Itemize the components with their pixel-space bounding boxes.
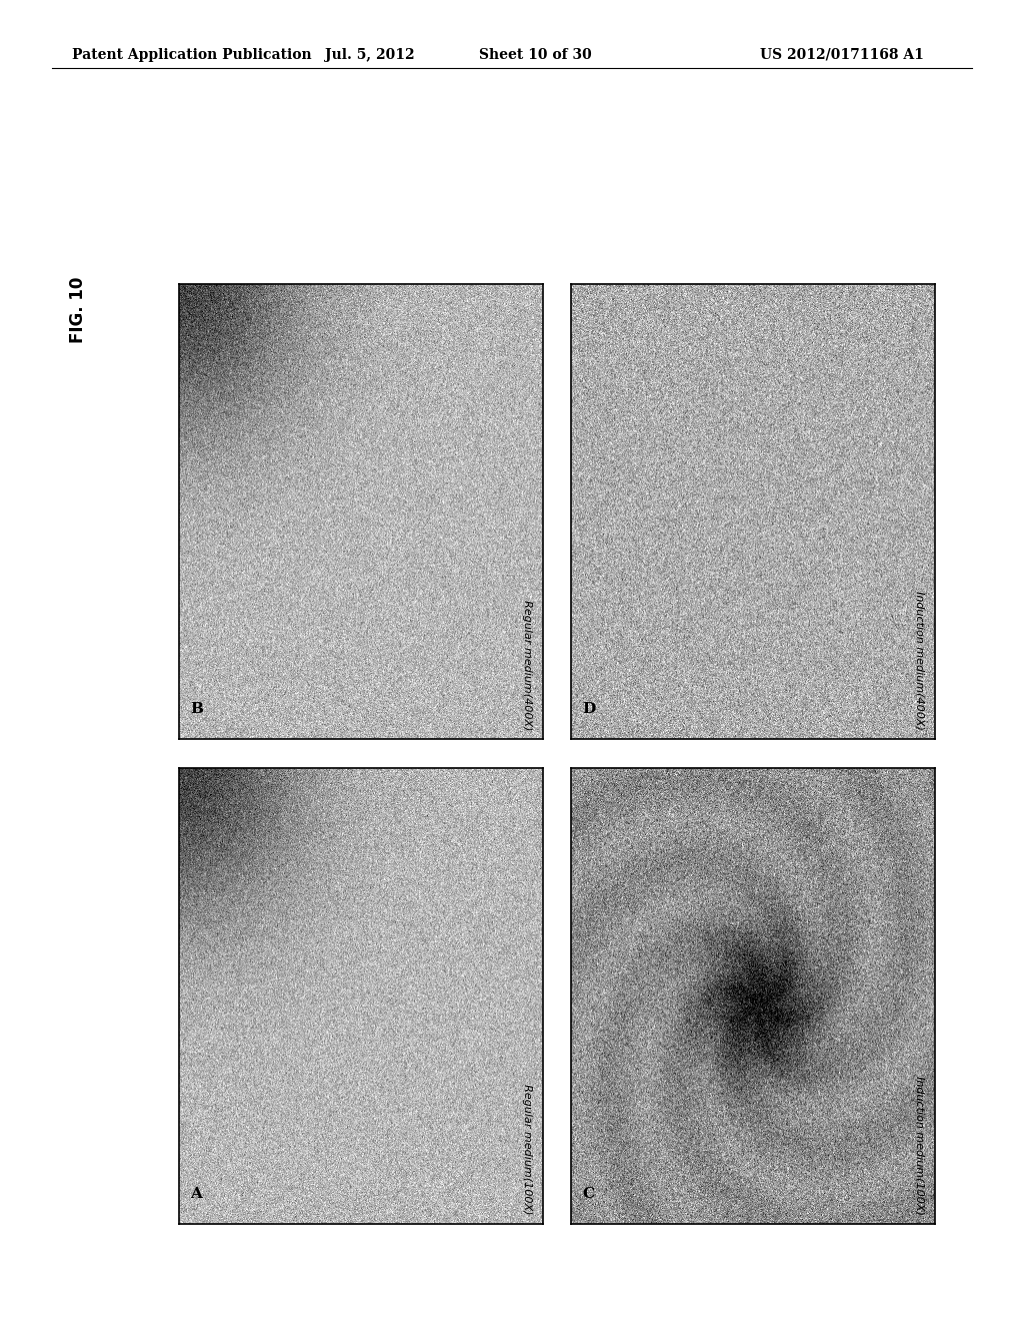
Text: Jul. 5, 2012: Jul. 5, 2012 — [326, 48, 415, 62]
Text: Regular medium(100X): Regular medium(100X) — [522, 1084, 531, 1214]
Text: FIG. 10: FIG. 10 — [69, 277, 87, 343]
Text: Induction medium(400X): Induction medium(400X) — [914, 591, 924, 730]
Text: A: A — [190, 1187, 202, 1201]
Text: C: C — [583, 1187, 594, 1201]
Text: US 2012/0171168 A1: US 2012/0171168 A1 — [760, 48, 924, 62]
Text: Regular medium(400X): Regular medium(400X) — [522, 599, 531, 730]
Text: Sheet 10 of 30: Sheet 10 of 30 — [478, 48, 592, 62]
Text: Patent Application Publication: Patent Application Publication — [72, 48, 311, 62]
Text: B: B — [190, 702, 203, 717]
Text: Induction medium(100X): Induction medium(100X) — [914, 1076, 924, 1214]
Text: D: D — [583, 702, 596, 717]
